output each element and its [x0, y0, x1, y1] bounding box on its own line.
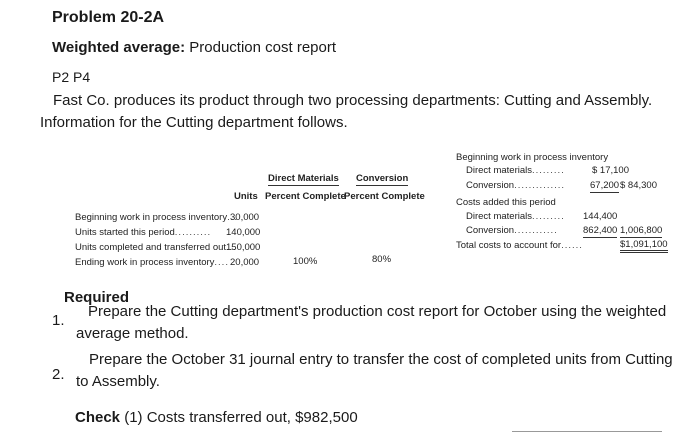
problem-code: P2 P4: [52, 69, 91, 85]
cost-added-total: 1,006,800: [620, 225, 663, 238]
required-heading: Required: [64, 289, 130, 306]
row-leader-dots: ..........: [174, 227, 212, 238]
table-row: Units started this period..........: [75, 227, 211, 238]
required-item-1-number: 1.: [52, 312, 65, 329]
row-leader-dots: ...: [226, 242, 237, 253]
check-text: (1) Costs transferred out, $982,500: [120, 409, 358, 426]
problem-subtitle: Weighted average: Production cost report: [52, 39, 336, 56]
problem-title: Problem 20-2A: [52, 9, 165, 26]
row-label: Beginning work in process inventory: [75, 212, 228, 223]
divider-line: [512, 431, 662, 432]
subtitle-bold: Weighted average:: [52, 39, 186, 56]
required-item-2-text: Prepare the October 31 journal entry to …: [76, 351, 673, 390]
row-leader-dots: ...: [227, 212, 239, 223]
cost-heading-added: Costs added this period: [456, 197, 556, 208]
row-units: 30,000: [230, 212, 260, 223]
cost-begin-total: $ 84,300: [620, 180, 657, 191]
intro-paragraph: Fast Co. produces its product through tw…: [40, 90, 680, 134]
row-label: Ending work in process inventory: [75, 257, 215, 268]
cost-dm-added-value: 144,400: [583, 211, 618, 222]
required-item-1-text: Prepare the Cutting department's product…: [76, 303, 667, 342]
cost-total-value: $1,091,100: [620, 239, 668, 253]
cost-conv-begin-value: 67,200: [590, 180, 620, 193]
row-label: Units completed and transferred out: [75, 242, 227, 253]
cost-heading-beginning-wip: Beginning work in process inventory: [456, 152, 609, 163]
row-label: Units started this period: [75, 227, 175, 238]
cost-row-conv-added: Conversion............: [466, 225, 558, 236]
col-conv-percent-header: Percent Complete: [344, 191, 425, 202]
cost-conv-added-value: 862,400: [583, 225, 618, 238]
intro-line-2: Information for the Cutting department f…: [40, 114, 348, 131]
table-row: Beginning work in process inventory...: [75, 212, 238, 223]
subtitle-rest: Production cost report: [185, 39, 337, 56]
col-conversion-header: Conversion: [356, 173, 409, 186]
row-dm-percent: 100%: [293, 256, 318, 267]
table-row: Units completed and transferred out...: [75, 242, 237, 253]
row-units: 150,000: [226, 242, 261, 253]
row-units: 140,000: [226, 227, 261, 238]
cost-row-conv-begin: Conversion..............: [466, 180, 566, 191]
col-units-header: Units: [234, 191, 258, 202]
row-units: 20,000: [230, 257, 260, 268]
check-note: Check (1) Costs transferred out, $982,50…: [75, 409, 358, 426]
col-dm-percent-header: Percent Complete: [265, 191, 346, 202]
row-conv-percent: 80%: [372, 254, 392, 265]
cost-row-dm-begin: Direct materials.........: [466, 165, 565, 176]
intro-line-1: Fast Co. produces its product through tw…: [53, 92, 653, 109]
row-leader-dots: ....: [214, 257, 229, 268]
cost-row-total: Total costs to account for......: [456, 240, 583, 251]
cost-dm-begin-value: $ 17,100: [592, 165, 629, 176]
check-label: Check: [75, 409, 121, 426]
required-item-2-number: 2.: [52, 366, 65, 383]
col-direct-materials-header: Direct Materials: [268, 173, 339, 186]
cost-row-dm-added: Direct materials.........: [466, 211, 565, 222]
table-row: Ending work in process inventory....: [75, 257, 229, 268]
